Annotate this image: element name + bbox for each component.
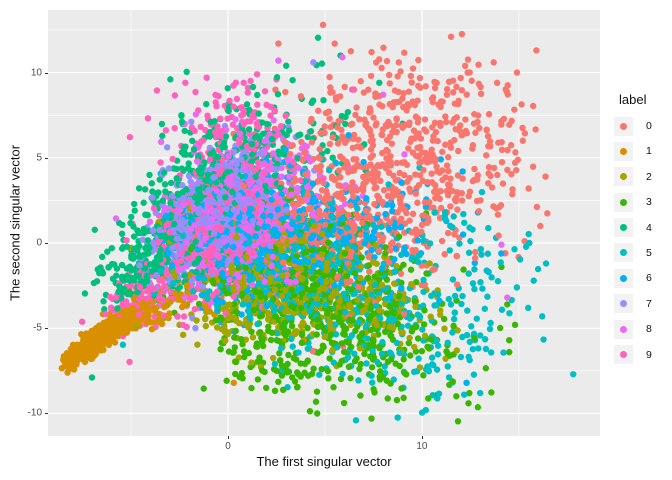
y-tick-mark: [45, 72, 48, 74]
legend-item-label: 6: [646, 272, 652, 285]
legend-item-label: 4: [646, 221, 652, 234]
legend-point-icon: [620, 173, 627, 181]
legend-key: [614, 268, 633, 288]
legend: label 0 1 2 3 4 5 6 7 8 9: [614, 92, 652, 370]
legend-key: [614, 294, 633, 314]
legend-point-icon: [620, 325, 627, 333]
legend-point-icon: [620, 224, 627, 232]
legend-item-9: 9: [614, 345, 652, 365]
legend-item-7: 7: [614, 294, 652, 314]
legend-point-icon: [620, 351, 627, 359]
legend-key: [614, 167, 633, 187]
legend-point-icon: [620, 147, 627, 155]
plot-panel: [48, 10, 600, 436]
legend-items: 0 1 2 3 4 5 6 7 8 9: [614, 116, 652, 365]
legend-point-icon: [620, 198, 627, 206]
legend-point-icon: [620, 122, 627, 130]
legend-item-1: 1: [614, 141, 652, 161]
legend-item-label: 8: [646, 323, 652, 336]
legend-point-icon: [620, 300, 627, 308]
legend-item-4: 4: [614, 218, 652, 238]
legend-item-label: 9: [646, 348, 652, 361]
legend-item-0: 0: [614, 116, 652, 136]
legend-item-3: 3: [614, 192, 652, 212]
y-tick-mark: [45, 243, 48, 245]
legend-key: [614, 345, 633, 365]
legend-key: [614, 116, 633, 136]
legend-item-label: 3: [646, 196, 652, 209]
y-axis-title: The second singular vector: [7, 144, 23, 302]
y-tick-label: 0: [36, 237, 42, 249]
legend-point-icon: [620, 274, 627, 282]
legend-item-label: 2: [646, 170, 652, 183]
legend-key: [614, 218, 633, 238]
legend-item-2: 2: [614, 167, 652, 187]
x-tick-mark: [421, 436, 423, 439]
y-tick-label: 10: [30, 67, 42, 79]
legend-key: [614, 319, 633, 339]
legend-item-5: 5: [614, 243, 652, 263]
y-tick-mark: [45, 328, 48, 330]
legend-point-icon: [620, 249, 627, 257]
y-tick-label: -5: [33, 322, 42, 334]
x-tick-mark: [227, 436, 229, 439]
y-tick-mark: [45, 157, 48, 159]
legend-key: [614, 243, 633, 263]
y-tick-label: 5: [36, 152, 42, 164]
legend-key: [614, 192, 633, 212]
legend-item-8: 8: [614, 319, 652, 339]
legend-item-label: 0: [646, 120, 652, 132]
legend-item-6: 6: [614, 268, 652, 288]
y-tick-mark: [45, 413, 48, 415]
legend-key: [614, 141, 633, 161]
x-tick-label: 10: [416, 441, 428, 452]
legend-item-label: 7: [646, 297, 652, 310]
y-tick-label: -10: [27, 407, 42, 419]
legend-item-label: 5: [646, 246, 652, 259]
legend-item-label: 1: [646, 145, 652, 158]
x-tick-label: 0: [225, 441, 231, 452]
x-axis-title: The first singular vector: [256, 454, 392, 469]
legend-title: label: [619, 92, 647, 107]
